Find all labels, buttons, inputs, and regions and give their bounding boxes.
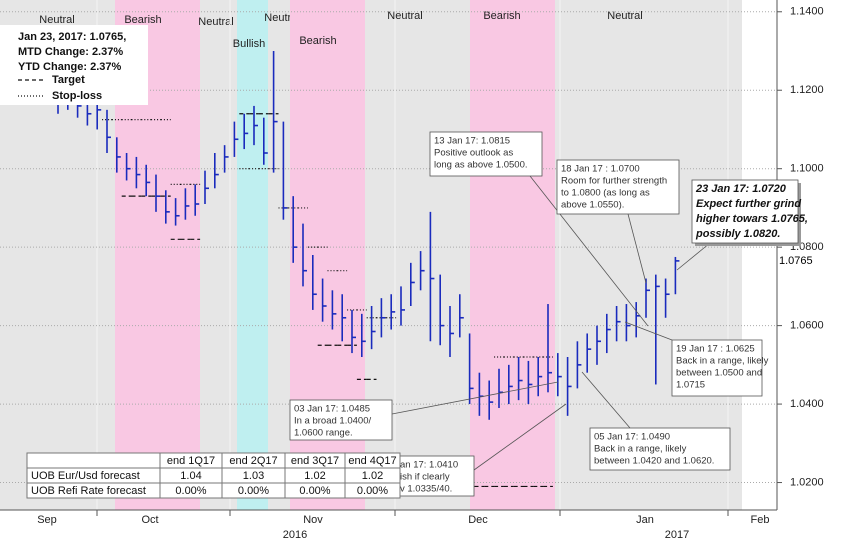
annotation-text: long as above 1.0500. [434, 160, 528, 171]
annotation-text: 18 Jan 17 : 1.0700 [561, 164, 640, 175]
month-label: Sep [37, 514, 57, 526]
annotation-box [556, 159, 680, 215]
y-tick-label: 1.0600 [790, 320, 824, 332]
table-cell: 0.00% [238, 485, 269, 497]
annotation-text: Room for further strength [561, 176, 667, 187]
month-label: Dec [468, 514, 488, 526]
annotation-box [289, 399, 393, 441]
region-label: Neutral [387, 10, 422, 22]
table-bg [26, 452, 401, 499]
annotation-text: ish if clearly [400, 472, 450, 483]
table-cell: 1.02 [362, 470, 383, 482]
annotation-text: higher towars 1.0765, [696, 213, 808, 225]
legend-text: Jan 23, 2017: 1.0765, [18, 31, 126, 43]
table-header: end 3Q17 [291, 455, 339, 467]
legend-label: Target [52, 74, 85, 86]
annotation-text: 05 Jan 17: 1.0490 [594, 432, 670, 443]
region [237, 0, 268, 510]
table-header: end 1Q17 [167, 455, 215, 467]
table-cell: UOB Refi Rate forecast [31, 485, 146, 497]
month-label: Jan [636, 514, 654, 526]
annotation-connector [529, 175, 649, 327]
y-tick-label: 1.1200 [790, 84, 824, 96]
region [555, 0, 742, 510]
annotation-box [671, 339, 763, 397]
month-label: Nov [303, 514, 323, 526]
table-cell: 1.03 [243, 470, 264, 482]
annotation-text: an 17: 1.0410 [400, 460, 458, 471]
table-cell: 0.00% [357, 485, 388, 497]
annotation-text: Expect further grind [696, 198, 801, 210]
legend-box [0, 25, 148, 105]
region [470, 0, 555, 510]
annotation-box [691, 179, 799, 244]
table-cell: 1.02 [304, 470, 325, 482]
annotation-text: In a broad 1.0400/ [294, 416, 371, 427]
annotation-text: 23 Jan 17: 1.0720 [695, 183, 787, 195]
year-label: 2017 [665, 529, 689, 540]
y-tick-label: 1.1400 [790, 6, 824, 18]
legend-label: Stop-loss [52, 90, 102, 102]
month-label: Oct [141, 514, 158, 526]
table-header: end 4Q17 [348, 455, 396, 467]
legend-text: MTD Change: 2.37% [18, 46, 123, 58]
table-header: end 2Q17 [229, 455, 277, 467]
last-price-label: 1.0765 [779, 255, 813, 267]
annotation-text: to 1.0800 (as long as [561, 188, 650, 199]
y-tick-label: 1.0400 [790, 398, 824, 410]
annotation-text: between 1.0420 and 1.0620. [594, 456, 714, 467]
annotation-text: Positive outlook as [434, 148, 513, 159]
annotation-box [395, 455, 475, 497]
annotation-text: Back in a range, likely [594, 444, 687, 455]
annotation-text: 1.0600 range. [294, 428, 353, 439]
region [200, 0, 237, 510]
annotation-text: 19 Jan 17 : 1.0625 [676, 344, 755, 355]
annotation-connector [473, 403, 567, 471]
annotation-connector [676, 242, 711, 271]
region-label: Neutral [198, 16, 233, 28]
region-label: Bearish [124, 14, 161, 26]
annotation-text: 1.0715 [676, 380, 705, 391]
y-tick-label: 1.1000 [790, 163, 824, 175]
annotation-box [589, 427, 731, 471]
month-label: Feb [751, 514, 770, 526]
year-label: 2016 [283, 529, 307, 540]
region-label: Neutral [39, 14, 74, 26]
region-label: Bearish [483, 10, 520, 22]
table-cell: UOB Eur/Usd forecast [31, 470, 140, 482]
table-cell: 0.00% [299, 485, 330, 497]
annotation-connector [391, 381, 559, 415]
annotation-text: 03 Jan 17: 1.0485 [294, 404, 370, 415]
legend-text: YTD Change: 2.37% [18, 61, 122, 73]
region-label: Bullish [233, 38, 265, 50]
annotation-connector [627, 213, 647, 284]
annotation-box [429, 131, 543, 177]
region-label: Neutral [607, 10, 642, 22]
annotation-text: between 1.0500 and [676, 368, 762, 379]
annotation-text: v 1.0335/40. [400, 484, 452, 495]
annotation-text: 13 Jan 17: 1.0815 [434, 136, 510, 147]
annotation-text: above 1.0550). [561, 200, 624, 211]
annotation-text: possibly 1.0820. [695, 228, 780, 240]
region [268, 0, 290, 510]
region-label: Bearish [299, 35, 336, 47]
table-cell: 0.00% [175, 485, 206, 497]
annotation-connector [581, 371, 631, 429]
y-tick-label: 1.0200 [790, 476, 824, 488]
annotation-connector [624, 321, 673, 341]
table-cell: 1.04 [180, 470, 201, 482]
annotation-text: Back in a range, likely [676, 356, 769, 367]
